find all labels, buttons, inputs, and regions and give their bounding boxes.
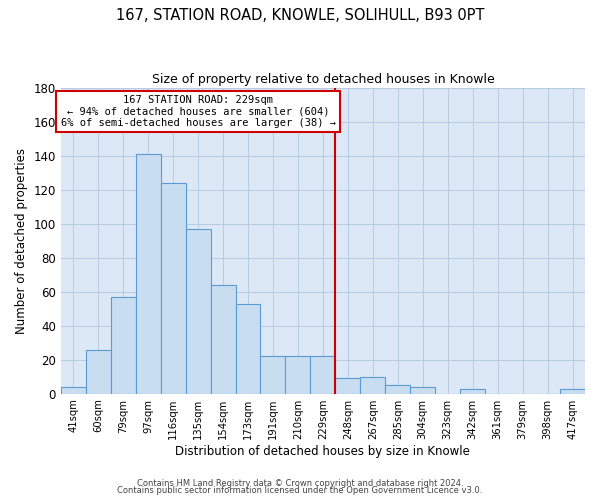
Bar bbox=[361, 376, 385, 394]
Bar bbox=[286, 356, 310, 394]
Bar bbox=[410, 387, 435, 394]
Bar bbox=[185, 229, 211, 394]
Text: 167 STATION ROAD: 229sqm
← 94% of detached houses are smaller (604)
6% of semi-d: 167 STATION ROAD: 229sqm ← 94% of detach… bbox=[61, 95, 335, 128]
Text: Contains HM Land Registry data © Crown copyright and database right 2024.: Contains HM Land Registry data © Crown c… bbox=[137, 478, 463, 488]
Bar bbox=[460, 388, 485, 394]
Bar bbox=[136, 154, 161, 394]
X-axis label: Distribution of detached houses by size in Knowle: Distribution of detached houses by size … bbox=[175, 444, 470, 458]
Y-axis label: Number of detached properties: Number of detached properties bbox=[15, 148, 28, 334]
Bar bbox=[161, 183, 185, 394]
Bar bbox=[111, 297, 136, 394]
Bar bbox=[211, 285, 236, 394]
Title: Size of property relative to detached houses in Knowle: Size of property relative to detached ho… bbox=[152, 72, 494, 86]
Bar bbox=[335, 378, 361, 394]
Text: 167, STATION ROAD, KNOWLE, SOLIHULL, B93 0PT: 167, STATION ROAD, KNOWLE, SOLIHULL, B93… bbox=[116, 8, 484, 22]
Bar bbox=[236, 304, 260, 394]
Bar bbox=[260, 356, 286, 394]
Bar bbox=[385, 385, 410, 394]
Bar bbox=[86, 350, 111, 394]
Bar bbox=[61, 387, 86, 394]
Bar bbox=[310, 356, 335, 394]
Bar bbox=[560, 388, 585, 394]
Text: Contains public sector information licensed under the Open Government Licence v3: Contains public sector information licen… bbox=[118, 486, 482, 495]
